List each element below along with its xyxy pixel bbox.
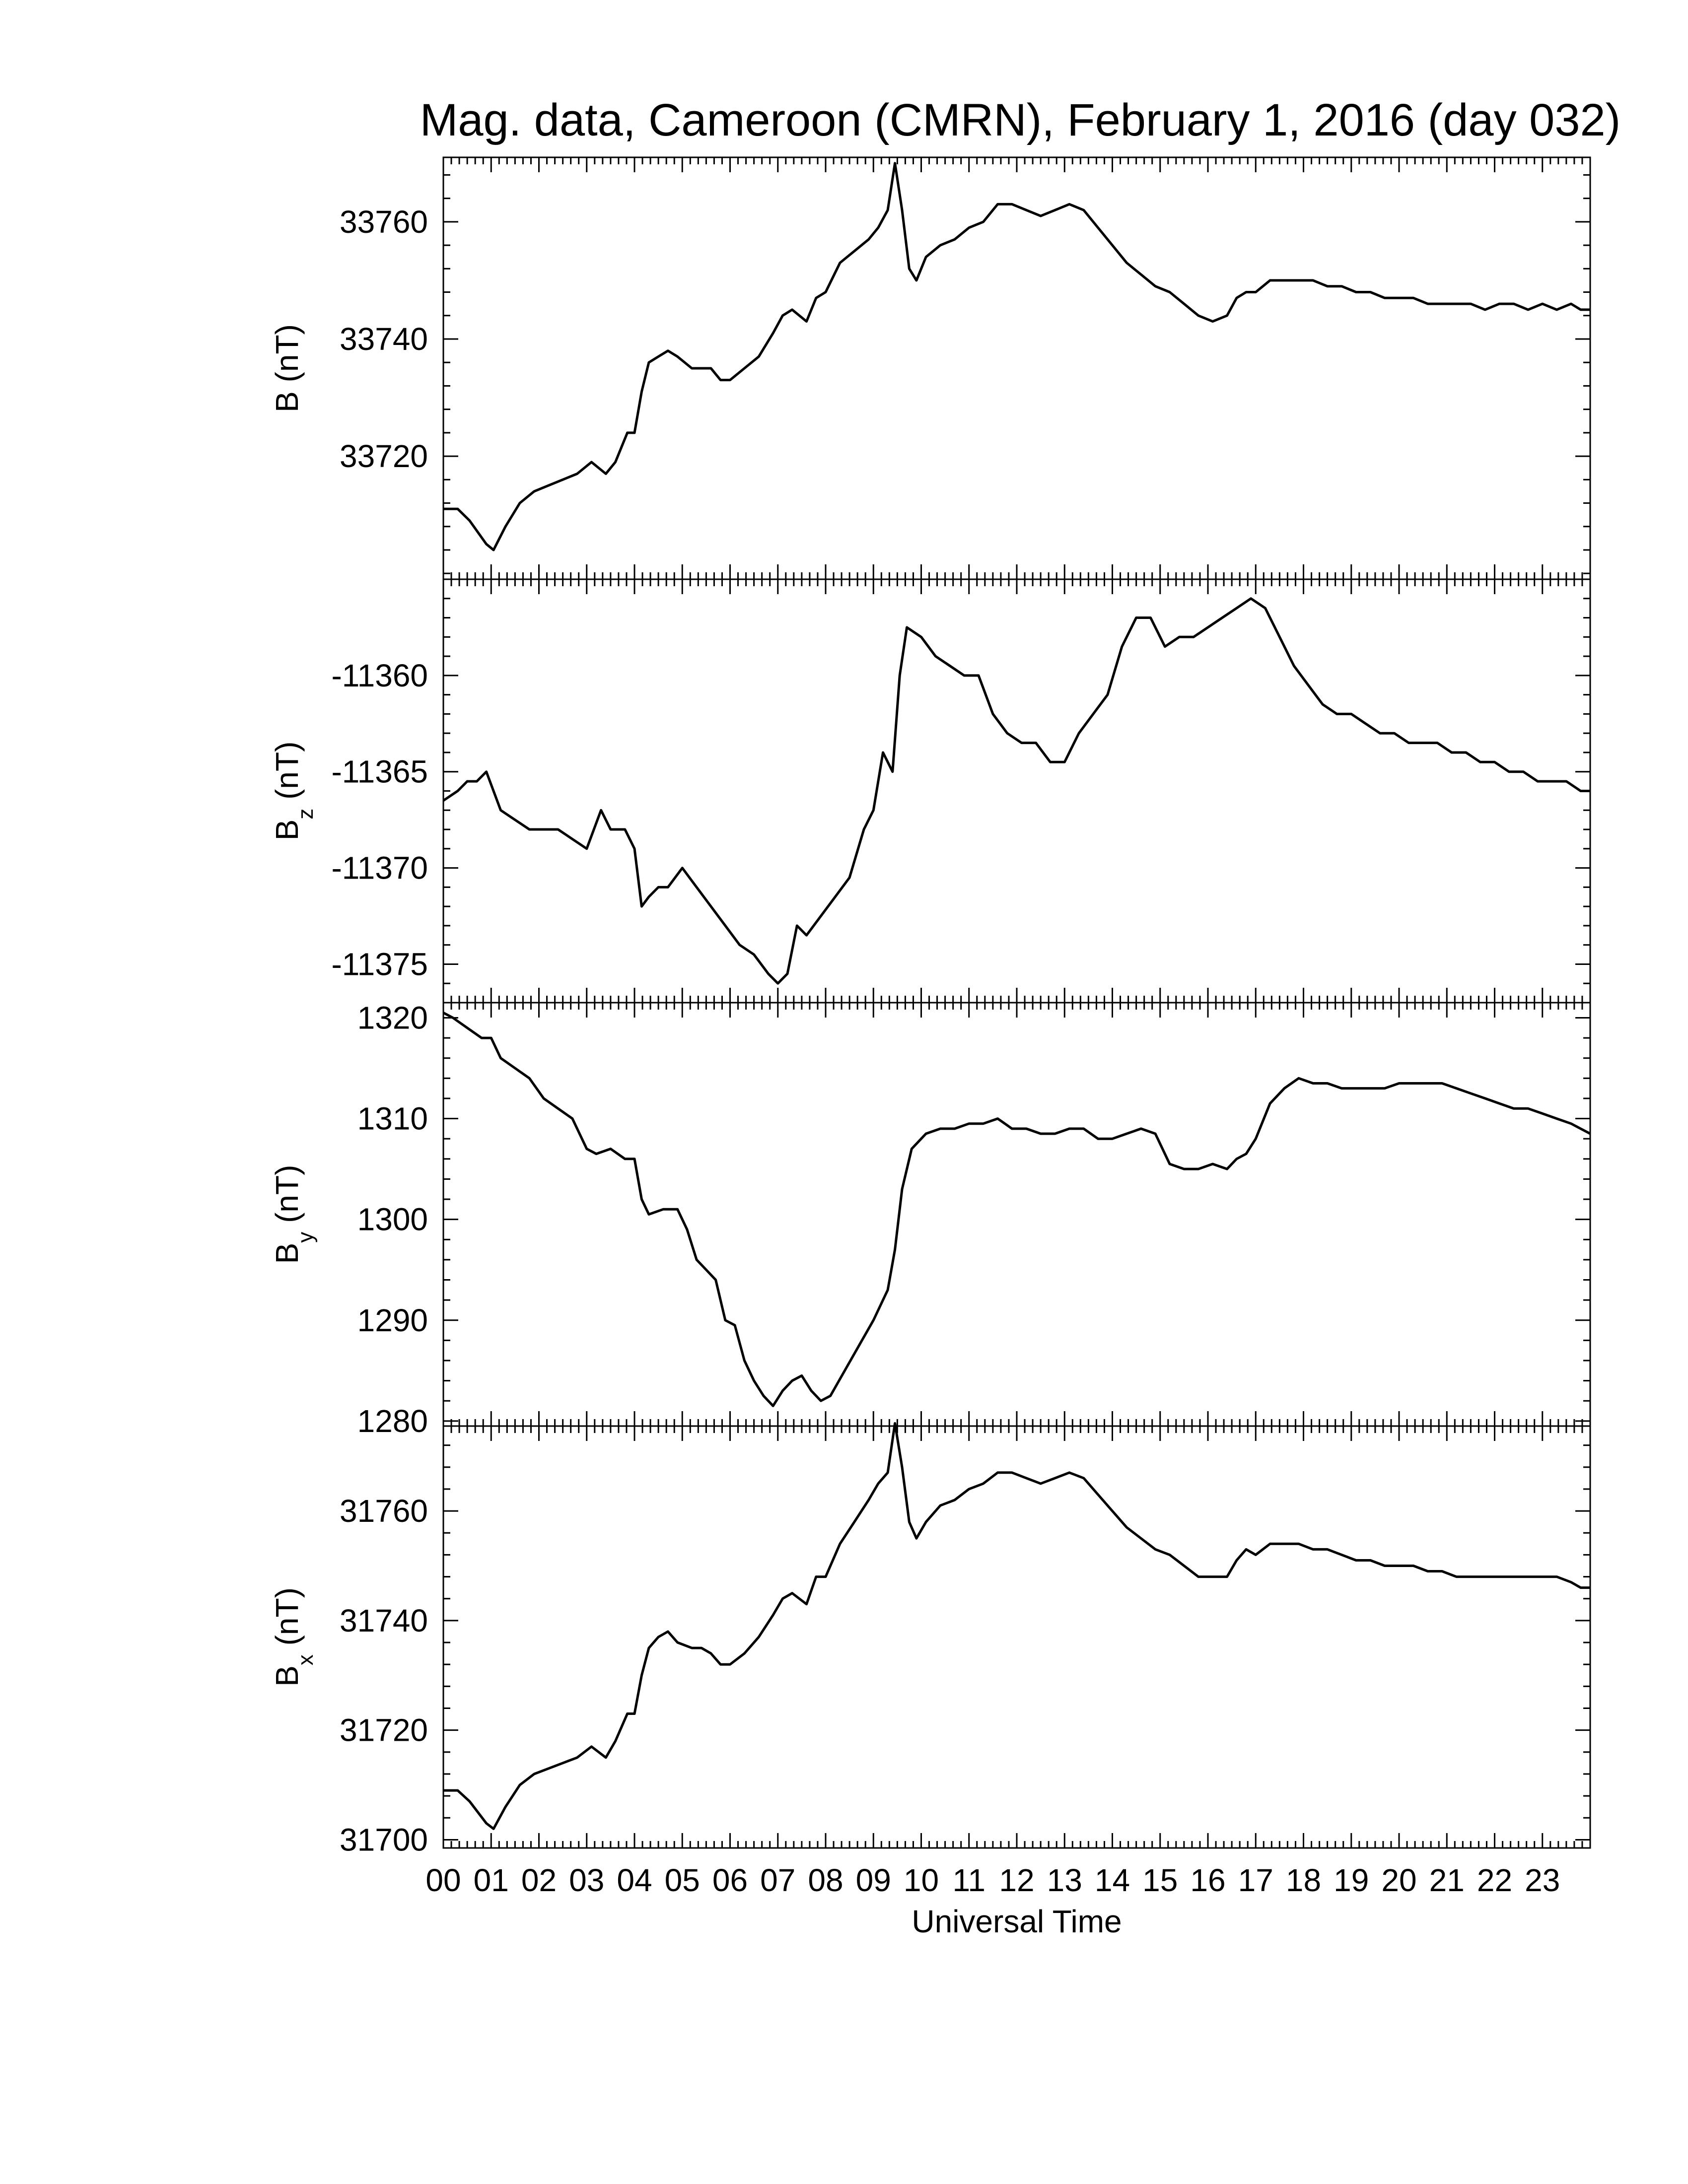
x-tick-label: 13: [1047, 1862, 1082, 1898]
y-label-unit: (nT): [269, 1165, 305, 1232]
y-tick-label: 31760: [340, 1493, 428, 1529]
x-tick-label: 08: [808, 1862, 843, 1898]
x-tick-label: 12: [999, 1862, 1034, 1898]
x-tick-label: 10: [904, 1862, 939, 1898]
panel-1: -11375 -11370 -11365 -11360 Bz (nT): [269, 578, 1591, 1004]
y-tick-label: 1290: [357, 1302, 428, 1338]
y-tick-label: 1280: [357, 1403, 428, 1439]
y-tick-label: 31740: [340, 1603, 428, 1638]
y-tick-label: 1310: [357, 1101, 428, 1137]
panel-frame: [442, 156, 1591, 580]
y-axis-label: B (nT): [269, 324, 305, 412]
x-tick-label: 14: [1095, 1862, 1130, 1898]
y-tick-label: 33740: [340, 321, 428, 357]
series-line-3: [443, 1422, 1590, 1830]
y-axis-label: By (nT): [269, 1165, 318, 1264]
y-tick-label: -11360: [331, 658, 428, 693]
x-tick-label: 03: [569, 1862, 604, 1898]
chart-title: Mag. data, Cameroon (CMRN), February 1, …: [420, 95, 1621, 145]
y-tick-label: 31700: [340, 1822, 428, 1857]
x-tick-label: 07: [760, 1862, 795, 1898]
x-tick-label: 15: [1142, 1862, 1178, 1898]
y-axis-label: Bx (nT): [269, 1587, 318, 1687]
y-tick-label: 1320: [357, 1000, 428, 1035]
panel-2: 1280 1290 1300 1310 1320 By (nT): [269, 1000, 1591, 1439]
panel-3: 31700 31720 31740 31760 Bx (nT): [269, 1422, 1591, 1857]
x-axis: 00 01 02 03 04 05 06 07 08 09 10 11 12 13 14 15 16 17 18 19…: [425, 1862, 1560, 1898]
y-tick-label: -11375: [331, 946, 428, 982]
y-tick-label: -11370: [331, 850, 428, 886]
x-tick-label: 20: [1381, 1862, 1416, 1898]
y-label-unit: (nT): [269, 1587, 305, 1654]
y-label-main: B: [269, 1665, 305, 1687]
series-line-0: [443, 162, 1590, 551]
y-label-main: B: [269, 391, 305, 412]
x-tick-label: 05: [665, 1862, 700, 1898]
y-label-subscript: x: [293, 1654, 318, 1665]
x-tick-label: 21: [1429, 1862, 1465, 1898]
x-tick-label: 16: [1190, 1862, 1225, 1898]
series-line-1: [442, 597, 1590, 985]
y-tick-label: -11365: [331, 754, 428, 790]
x-tick-label: 17: [1238, 1862, 1273, 1898]
y-tick-label: 1300: [357, 1202, 428, 1237]
y-label-main: B: [269, 1243, 305, 1264]
x-tick-label: 19: [1334, 1862, 1369, 1898]
panel-frame: [442, 578, 1591, 1004]
y-label-subscript: z: [293, 809, 318, 819]
y-label-unit: (nT): [269, 742, 305, 809]
x-tick-label: 22: [1477, 1862, 1512, 1898]
x-tick-label: 06: [712, 1862, 748, 1898]
x-axis-label: Universal Time: [912, 1904, 1122, 1939]
x-tick-label: 23: [1525, 1862, 1560, 1898]
series-line-2: [442, 1012, 1591, 1407]
x-tick-label: 02: [521, 1862, 557, 1898]
x-tick-label: 04: [617, 1862, 652, 1898]
y-label-subscript: y: [293, 1232, 318, 1243]
y-label-unit: (nT): [269, 324, 305, 391]
panel-0: 33720 33740 33760 B (nT): [269, 156, 1591, 580]
panel-frame: [442, 1002, 1591, 1427]
y-tick-label: 31720: [340, 1712, 428, 1748]
x-tick-label: 18: [1286, 1862, 1321, 1898]
y-axis-label: Bz (nT): [269, 742, 318, 841]
y-tick-label: 33760: [340, 204, 428, 240]
panel-frame: [442, 1425, 1591, 1849]
y-tick-label: 33720: [340, 438, 428, 474]
x-tick-label: 11: [953, 1862, 985, 1898]
x-tick-label: 09: [856, 1862, 891, 1898]
y-label-main: B: [269, 819, 305, 841]
x-tick-label: 01: [474, 1862, 509, 1898]
x-tick-label: 00: [425, 1862, 461, 1898]
